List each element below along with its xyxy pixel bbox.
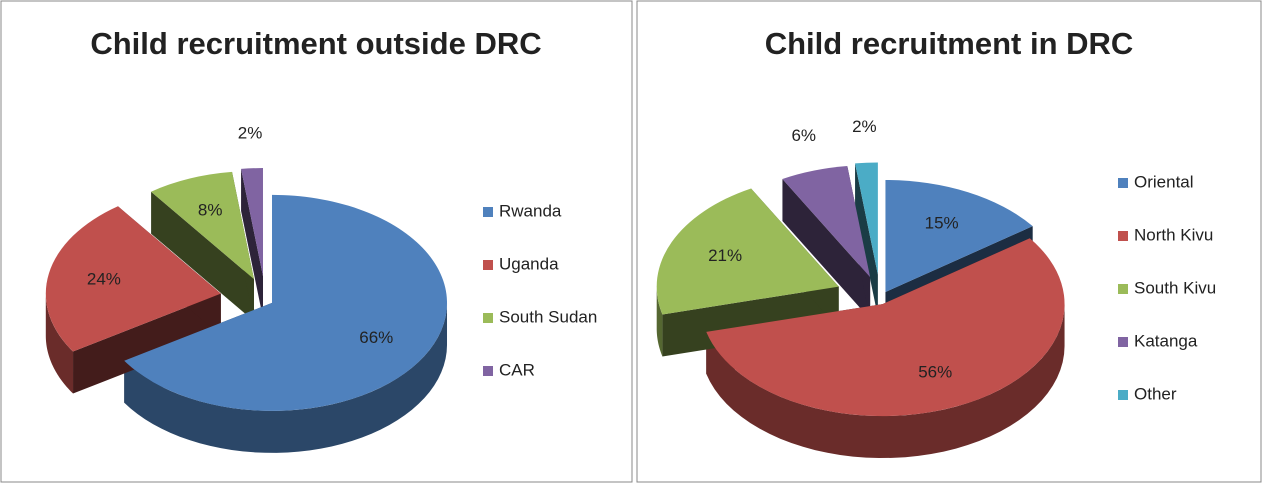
- slice-edge: [782, 179, 871, 320]
- pie-slice: [782, 166, 871, 278]
- pie-slice: [241, 168, 263, 277]
- slice-edge: [662, 286, 839, 357]
- data-label: 8%: [198, 200, 223, 219]
- slice-side: [706, 304, 1065, 459]
- legend-swatch: [1118, 390, 1128, 400]
- slice-side: [124, 302, 448, 453]
- legend-label: Oriental: [1134, 172, 1194, 191]
- legend-swatch: [483, 260, 493, 270]
- legend-label: South Kivu: [1134, 278, 1216, 297]
- pie-slice: [885, 179, 1033, 292]
- legend-swatch: [483, 366, 493, 376]
- legend-label: Rwanda: [499, 201, 562, 220]
- pie-slice: [124, 194, 448, 411]
- panel-border: [636, 0, 1262, 483]
- slice-edge: [855, 163, 878, 317]
- legend-label: North Kivu: [1134, 225, 1213, 244]
- legend-label: CAR: [499, 360, 535, 379]
- pie-slice: [855, 162, 878, 275]
- data-label: 2%: [238, 123, 263, 142]
- legend-swatch: [483, 313, 493, 323]
- panel-border: [0, 0, 633, 483]
- slice-side: [656, 286, 663, 357]
- legend-swatch: [1118, 337, 1128, 347]
- legend-swatch: [1118, 231, 1128, 241]
- legend-label: South Sudan: [499, 307, 597, 326]
- legend-label: Uganda: [499, 254, 559, 273]
- data-label: 66%: [359, 328, 393, 347]
- pie-slice: [45, 206, 221, 352]
- data-label: 56%: [918, 362, 952, 381]
- legend-swatch: [1118, 284, 1128, 294]
- data-label: 21%: [708, 246, 742, 265]
- legend-label: Katanga: [1134, 331, 1198, 350]
- slice-edge: [241, 168, 263, 319]
- chart-title: Child recruitment outside DRC: [90, 26, 541, 61]
- legend-swatch: [483, 207, 493, 217]
- data-label: 2%: [852, 117, 877, 136]
- legend-label: Other: [1134, 384, 1177, 403]
- slice-side: [45, 293, 74, 394]
- pie-slice: [151, 171, 254, 280]
- data-label: 24%: [87, 269, 121, 288]
- slice-edge: [73, 293, 221, 394]
- pie-slice: [656, 188, 839, 315]
- pie-slice: [706, 238, 1065, 417]
- data-label: 6%: [791, 126, 816, 145]
- slice-edge: [151, 191, 254, 322]
- data-label: 15%: [925, 214, 959, 233]
- legend-swatch: [1118, 178, 1128, 188]
- chart-title: Child recruitment in DRC: [765, 26, 1134, 61]
